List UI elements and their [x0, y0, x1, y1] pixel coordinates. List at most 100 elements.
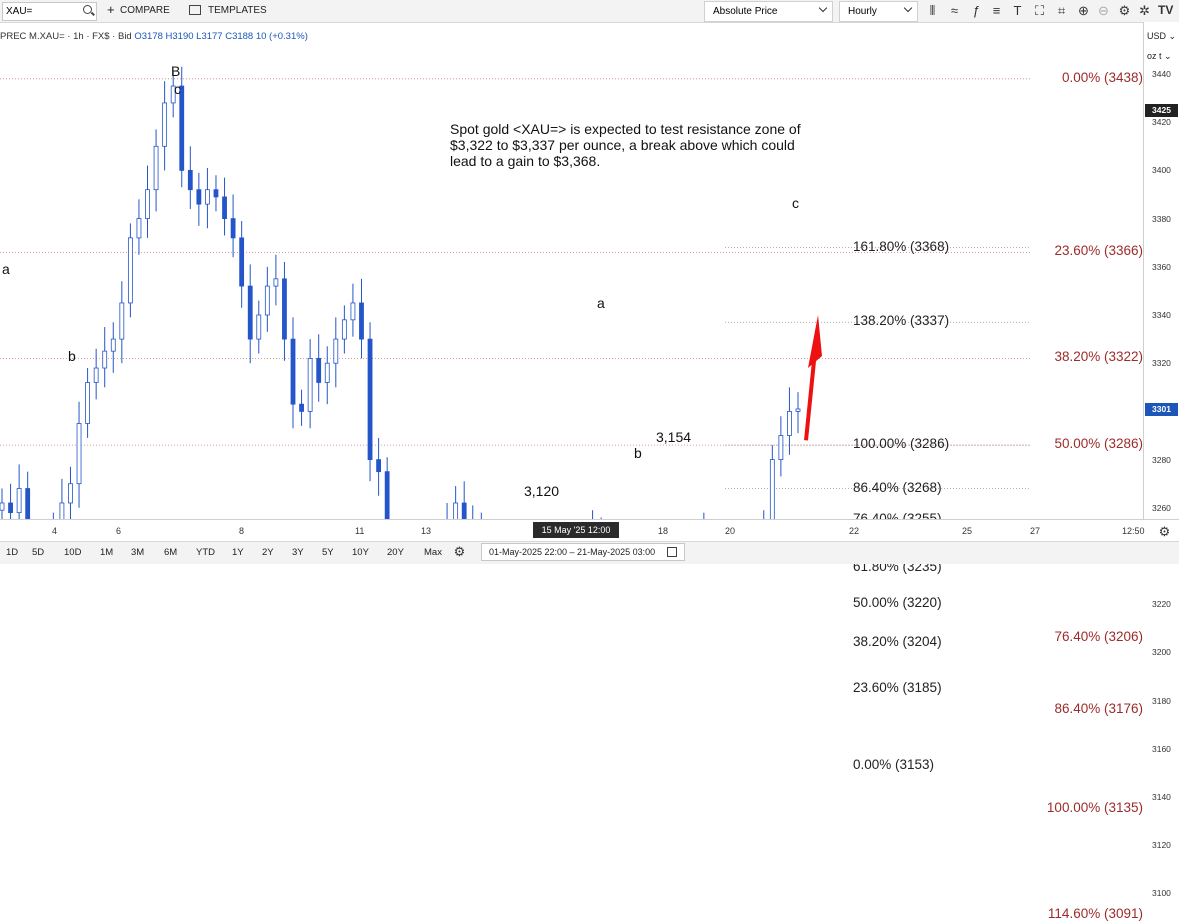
- fib-right-label: 114.60% (3091): [1047, 906, 1143, 921]
- axis-settings-icon[interactable]: ⚙: [1158, 524, 1171, 539]
- candle-body: [359, 302, 364, 340]
- range-button-1y[interactable]: 1Y: [232, 547, 244, 558]
- candle-body: [787, 410, 792, 436]
- candle-body: [341, 319, 347, 340]
- range-button-1m[interactable]: 1M: [100, 547, 114, 558]
- fib-right-label: 50.00% (3286): [1054, 436, 1143, 452]
- sliders-icon[interactable]: ≡: [992, 3, 1001, 18]
- candle-body: [110, 338, 116, 352]
- measure-icon[interactable]: ⌗: [1057, 3, 1066, 18]
- templates-button[interactable]: TEMPLATES: [188, 3, 268, 18]
- candle-body: [16, 488, 22, 514]
- range-button-10d[interactable]: 10D: [64, 547, 82, 558]
- search-icon[interactable]: [83, 5, 92, 14]
- currency-select[interactable]: USD ⌄: [1147, 31, 1177, 41]
- indicator-icon[interactable]: ƒ: [972, 3, 981, 18]
- range-button-6m[interactable]: 6M: [164, 547, 178, 558]
- chart-plot-area[interactable]: [0, 22, 1143, 519]
- candle-body: [170, 85, 176, 104]
- chevron-down-icon: [903, 3, 913, 13]
- candle-body: [247, 285, 253, 340]
- range-button-ytd[interactable]: YTD: [196, 547, 215, 558]
- candle-body: [196, 189, 202, 205]
- candle-body: [239, 237, 245, 287]
- x-tick-label: 12:50: [1122, 526, 1145, 536]
- y-tick-label: 3400: [1152, 165, 1171, 176]
- price-type-select[interactable]: Absolute Price: [704, 1, 833, 22]
- candle-body: [333, 338, 339, 364]
- y-tick-label: 3440: [1152, 69, 1171, 79]
- range-button-3y[interactable]: 3Y: [292, 547, 304, 558]
- candle-body: [59, 502, 65, 519]
- candle-body: [230, 218, 236, 239]
- candle-body: [25, 488, 31, 519]
- wave-label-c-right: c: [792, 195, 799, 211]
- wave-label-B: B: [171, 63, 181, 79]
- candle-body: [222, 196, 227, 220]
- candle-body: [153, 145, 159, 191]
- candle-body: [85, 382, 90, 424]
- zoom-out-icon[interactable]: ⊖: [1098, 3, 1109, 18]
- price-chart[interactable]: [0, 22, 1143, 519]
- candle-body: [102, 350, 108, 369]
- gear-icon[interactable]: ✲: [1139, 3, 1150, 18]
- wave-label-a-mid: a: [597, 295, 605, 311]
- wave-label-a-left: a: [2, 261, 10, 277]
- candle-body: [179, 85, 185, 171]
- wave-label-b-left: b: [68, 348, 76, 364]
- date-range-picker[interactable]: 01-May-2025 22:00 – 21-May-2025 03:00: [481, 543, 685, 561]
- candle-body: [273, 278, 279, 287]
- y-tick-label: 3140: [1152, 792, 1171, 802]
- candle-body: [290, 338, 296, 405]
- wave-label-b-mid: b: [634, 445, 642, 461]
- low-label-3120: 3,120: [524, 483, 560, 499]
- fib-right-label: 86.40% (3176): [1054, 701, 1143, 717]
- x-tick-label: 27: [1030, 526, 1041, 536]
- templates-label: TEMPLATES: [208, 5, 267, 16]
- legend-values: O3178 H3190 L3177 C3188 10 (+0.31%): [134, 31, 308, 42]
- range-button-2y[interactable]: 2Y: [262, 547, 274, 558]
- arrow-head-icon: [808, 315, 822, 369]
- y-tick-label: 3260: [1152, 502, 1171, 513]
- x-tick-label: 8: [239, 526, 245, 536]
- last-price-tag: 3301: [1145, 402, 1178, 416]
- unit-select[interactable]: oz t ⌄: [1147, 51, 1172, 61]
- fib-left-label: 161.80% (3368): [853, 238, 950, 254]
- text-tool-icon[interactable]: T: [1013, 3, 1022, 18]
- forecast-arrow: [804, 350, 817, 441]
- candle-body: [316, 357, 322, 383]
- range-button-20y[interactable]: 20Y: [387, 547, 404, 558]
- logo-icon: TV: [1158, 3, 1174, 17]
- candle-body: [769, 459, 775, 519]
- interval-select[interactable]: Hourly: [839, 1, 918, 22]
- crosshair-time-label: 15 May '25 12:00: [533, 522, 619, 538]
- x-tick-label: 6: [116, 526, 122, 536]
- shapes-icon[interactable]: ⛶: [1034, 3, 1045, 18]
- candle-body: [376, 459, 382, 473]
- candle-body: [384, 471, 390, 519]
- y-tick-label: 3180: [1152, 695, 1171, 706]
- x-tick-label: 13: [421, 526, 432, 536]
- range-button-10y[interactable]: 10Y: [352, 547, 369, 558]
- compare-button[interactable]: + COMPARE: [104, 2, 172, 18]
- line-draw-icon[interactable]: ≈: [950, 3, 959, 18]
- range-button-1d[interactable]: 1D: [6, 547, 19, 558]
- calendar-icon: [667, 547, 677, 557]
- zoom-in-icon[interactable]: ⊕: [1078, 3, 1089, 18]
- x-tick-label: 4: [52, 526, 58, 536]
- range-button-3m[interactable]: 3M: [131, 547, 145, 558]
- candle-body: [162, 102, 168, 147]
- range-button-5y[interactable]: 5Y: [322, 547, 334, 558]
- fib-right-label: 0.00% (3438): [1061, 69, 1143, 85]
- y-tick-label: 3200: [1152, 647, 1171, 658]
- candlestick-icon[interactable]: ⫴: [929, 3, 936, 18]
- settings-icon[interactable]: ⚙: [1118, 3, 1131, 18]
- range-button-max[interactable]: Max: [424, 547, 442, 558]
- y-tick-label: 3420: [1152, 117, 1171, 128]
- symbol-search-input[interactable]: XAU=: [2, 2, 97, 21]
- range-button-5d[interactable]: 5D: [32, 547, 45, 558]
- range-settings-icon[interactable]: ⚙: [453, 544, 466, 559]
- x-tick-label: 11: [355, 526, 365, 536]
- price-type-value: Absolute Price: [713, 6, 778, 17]
- date-range-text: 01-May-2025 22:00 – 21-May-2025 03:00: [489, 547, 656, 557]
